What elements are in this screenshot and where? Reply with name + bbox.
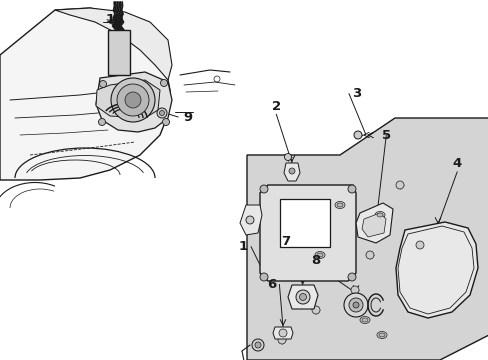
Text: 2: 2	[271, 100, 280, 113]
Ellipse shape	[378, 333, 384, 337]
Polygon shape	[96, 72, 172, 132]
Circle shape	[110, 63, 114, 67]
Circle shape	[124, 63, 128, 67]
Polygon shape	[361, 213, 385, 237]
Circle shape	[347, 273, 355, 281]
Ellipse shape	[359, 316, 369, 324]
Circle shape	[350, 286, 358, 294]
Circle shape	[251, 339, 264, 351]
Polygon shape	[0, 8, 170, 180]
Polygon shape	[260, 185, 355, 281]
Text: 7: 7	[281, 235, 290, 248]
Text: 3: 3	[352, 87, 361, 100]
Ellipse shape	[336, 203, 342, 207]
Circle shape	[299, 293, 306, 301]
Polygon shape	[284, 163, 299, 181]
Polygon shape	[287, 285, 317, 309]
Circle shape	[157, 108, 167, 118]
Circle shape	[311, 306, 319, 314]
Circle shape	[245, 216, 253, 224]
Circle shape	[279, 329, 286, 337]
Circle shape	[162, 118, 169, 126]
Polygon shape	[280, 199, 329, 247]
Ellipse shape	[314, 252, 325, 258]
Ellipse shape	[376, 332, 386, 338]
Circle shape	[260, 185, 267, 193]
Circle shape	[348, 298, 362, 312]
Text: 10: 10	[105, 13, 124, 26]
Text: 9: 9	[183, 111, 192, 123]
Circle shape	[159, 111, 164, 116]
Ellipse shape	[374, 212, 384, 219]
Polygon shape	[395, 222, 477, 318]
Circle shape	[99, 81, 106, 87]
Circle shape	[125, 92, 141, 108]
Circle shape	[365, 251, 373, 259]
Ellipse shape	[361, 318, 367, 322]
Circle shape	[295, 290, 309, 304]
Text: 5: 5	[381, 129, 390, 141]
Circle shape	[117, 84, 149, 116]
Ellipse shape	[316, 253, 323, 257]
Text: 6: 6	[266, 278, 275, 291]
Polygon shape	[108, 30, 130, 75]
Polygon shape	[240, 205, 262, 235]
Circle shape	[254, 342, 261, 348]
Circle shape	[260, 273, 267, 281]
Circle shape	[160, 80, 167, 86]
Polygon shape	[55, 8, 172, 80]
Text: 4: 4	[452, 157, 461, 170]
Text: 8: 8	[310, 255, 319, 267]
Circle shape	[415, 241, 423, 249]
Circle shape	[124, 38, 128, 42]
Circle shape	[111, 78, 155, 122]
Circle shape	[395, 181, 403, 189]
Circle shape	[110, 38, 114, 42]
Ellipse shape	[334, 202, 345, 208]
Circle shape	[284, 153, 291, 161]
Polygon shape	[355, 203, 392, 243]
Circle shape	[278, 336, 285, 344]
Polygon shape	[246, 118, 488, 360]
Ellipse shape	[376, 213, 382, 217]
Circle shape	[343, 293, 367, 317]
Circle shape	[347, 185, 355, 193]
Polygon shape	[96, 80, 160, 118]
Circle shape	[353, 131, 361, 139]
Circle shape	[98, 118, 105, 126]
Text: 1: 1	[238, 240, 247, 253]
Polygon shape	[272, 327, 292, 339]
Circle shape	[352, 302, 358, 308]
Circle shape	[288, 168, 294, 174]
